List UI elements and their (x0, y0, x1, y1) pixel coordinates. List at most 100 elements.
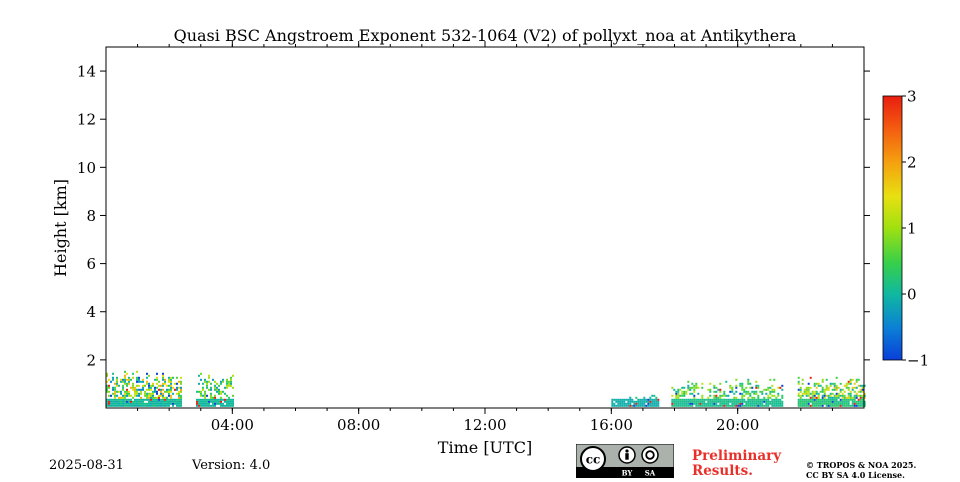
heatmap-cell (647, 398, 650, 401)
heatmap-cell (178, 402, 180, 405)
heatmap-cell (839, 402, 842, 405)
heatmap-cell (811, 394, 814, 397)
heatmap-cell (653, 400, 656, 403)
heatmap-cell (741, 382, 744, 385)
heatmap-cell (673, 388, 676, 391)
heatmap-cell (641, 402, 644, 405)
axes: 04:00 08:00 12:00 16:00 20:00 2 4 6 8 10 12 14 (77, 41, 870, 434)
heatmap-cell (114, 386, 116, 389)
heatmap-cell (859, 402, 862, 405)
heatmap-cell (841, 396, 844, 399)
heatmap-cell (683, 392, 686, 395)
heatmap-cell (134, 388, 136, 391)
heatmap-cell (142, 398, 144, 401)
heatmap-cell (653, 404, 656, 407)
heatmap-cell (178, 400, 180, 403)
heatmap-cell (729, 404, 732, 407)
heatmap-cell (813, 382, 816, 385)
heatmap-cell (138, 402, 140, 405)
heatmap-cell (685, 390, 688, 393)
heatmap-cell (815, 398, 818, 401)
heatmap-cell (204, 394, 206, 397)
heatmap-cell (857, 390, 860, 393)
heatmap-cell (693, 384, 696, 387)
heatmap-cell (134, 404, 136, 407)
heatmap-cell (709, 398, 712, 401)
heatmap-cell (813, 384, 816, 387)
heatmap-cell (815, 400, 818, 403)
heatmap-cell (645, 404, 648, 407)
heatmap-cell (705, 402, 708, 405)
heatmap-cell (128, 376, 130, 379)
heatmap-cell (172, 402, 174, 405)
heatmap-cell (681, 402, 684, 405)
heatmap-cell (751, 398, 754, 401)
heatmap-cell (144, 398, 146, 401)
heatmap-cell (210, 394, 212, 397)
heatmap-cell (230, 382, 232, 385)
heatmap-cell (206, 380, 208, 383)
heatmap-cell (152, 396, 154, 399)
heatmap-cell (202, 386, 204, 389)
heatmap-cell (853, 396, 856, 399)
heatmap-cell (839, 382, 842, 385)
heatmap-cell (737, 398, 740, 401)
heatmap-cell (174, 398, 176, 401)
x-tick-label: 12:00 (463, 416, 506, 434)
heatmap-cell (837, 402, 840, 405)
heatmap-cell (731, 386, 734, 389)
heatmap-cell (136, 402, 138, 405)
heatmap-cell (214, 388, 216, 391)
heatmap-cell (837, 396, 840, 399)
heatmap-cell (675, 390, 678, 393)
heatmap-cell (224, 392, 226, 395)
heatmap-cell (687, 402, 690, 405)
heatmap-cell (106, 388, 108, 391)
heatmap-cell (863, 394, 866, 397)
heatmap-cell (200, 378, 202, 381)
colorbar-tick-label: 2 (907, 154, 917, 172)
heatmap-cell (160, 384, 162, 387)
heatmap-cell (204, 400, 206, 403)
heatmap-cell (689, 400, 692, 403)
heatmap-cell (156, 392, 158, 395)
heatmap-cell (216, 398, 218, 401)
heatmap-cell (210, 382, 212, 385)
heatmap-cell (208, 374, 210, 377)
heatmap-cell (655, 402, 658, 405)
heatmap-cell (799, 400, 802, 403)
heatmap-cell (136, 388, 138, 391)
heatmap-cell (148, 374, 150, 377)
heatmap-cell (208, 400, 210, 403)
heatmap-cell (124, 380, 126, 383)
heatmap-cell (751, 404, 754, 407)
heatmap-cell (679, 402, 682, 405)
heatmap-cell (178, 386, 180, 389)
heatmap-cell (126, 382, 128, 385)
heatmap-cell (829, 402, 832, 405)
heatmap-cell (769, 402, 772, 405)
heatmap-cell (743, 404, 746, 407)
x-axis-label: Time [UTC] (438, 438, 532, 457)
heatmap-cell (757, 386, 760, 389)
heatmap-cell (701, 398, 704, 401)
heatmap-cell (861, 388, 864, 391)
heatmap-cell (228, 380, 230, 383)
heatmap-cell (757, 394, 760, 397)
heatmap-cell (813, 400, 816, 403)
heatmap-cell (649, 404, 652, 407)
heatmap-cell (230, 398, 232, 401)
heatmap-cell (200, 400, 202, 403)
heatmap-cell (130, 400, 132, 403)
heatmap-cell (751, 400, 754, 403)
heatmap-cell (695, 398, 698, 401)
heatmap-cell (773, 404, 776, 407)
heatmap-cell (617, 398, 620, 401)
heatmap-cell (781, 402, 784, 405)
heatmap-cell (713, 398, 716, 401)
heatmap-cell (150, 396, 152, 399)
heatmap-cell (771, 390, 774, 393)
heatmap-cell (743, 398, 746, 401)
heatmap-cell (827, 388, 830, 391)
heatmap-cell (116, 398, 118, 401)
